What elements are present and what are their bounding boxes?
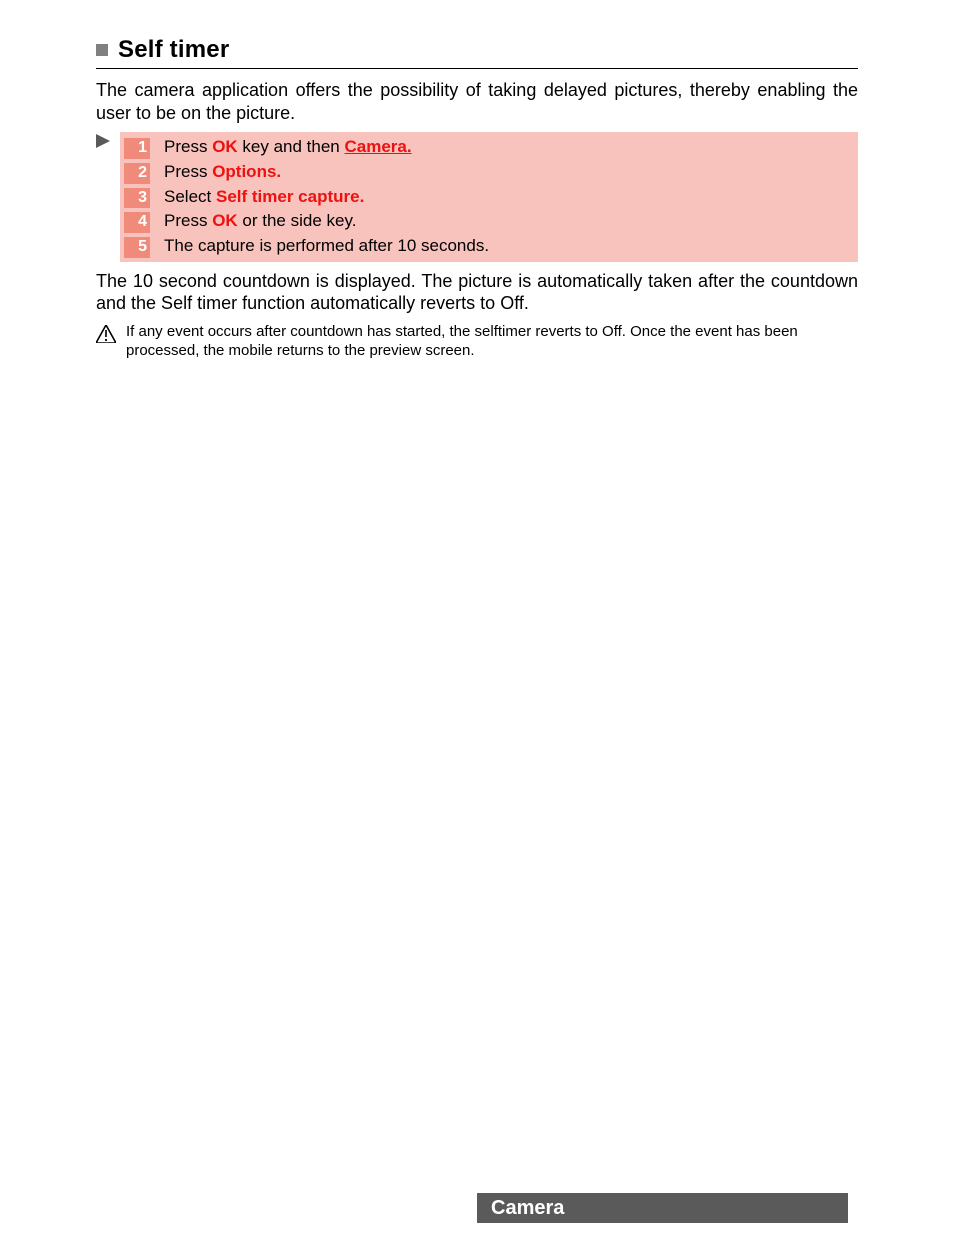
warning-note-text: If any event occurs after countdown has … bbox=[126, 323, 858, 361]
warning-icon bbox=[96, 325, 118, 348]
step-number: 3 bbox=[124, 188, 150, 209]
step-row: 3 Select Self timer capture. bbox=[124, 185, 852, 210]
step-row: 2 Press Options. bbox=[124, 160, 852, 185]
step-number: 2 bbox=[124, 163, 150, 184]
footer-section-label: Camera bbox=[477, 1193, 848, 1223]
step-number: 5 bbox=[124, 237, 150, 258]
section-heading: Self timer bbox=[118, 36, 229, 64]
step-row: 1 Press OK key and then Camera. bbox=[124, 135, 852, 160]
step-text: Select Self timer capture. bbox=[164, 186, 364, 208]
page: Self timer The camera application offers… bbox=[0, 0, 954, 1247]
steps-block: 1 Press OK key and then Camera. 2 Press Opt… bbox=[96, 132, 858, 262]
section-heading-row: Self timer bbox=[96, 36, 858, 69]
step-number: 1 bbox=[124, 138, 150, 159]
step-row: 5 The capture is performed after 10 secon… bbox=[124, 234, 852, 259]
step-text: The capture is performed after 10 second… bbox=[164, 235, 489, 257]
steps-arrow-icon bbox=[96, 132, 120, 262]
step-text: Press OK or the side key. bbox=[164, 210, 356, 232]
outro-paragraph: The 10 second countdown is displayed. Th… bbox=[96, 270, 858, 315]
steps-list: 1 Press OK key and then Camera. 2 Press Opt… bbox=[120, 132, 858, 262]
intro-paragraph: The camera application offers the possib… bbox=[96, 79, 858, 124]
step-row: 4 Press OK or the side key. bbox=[124, 209, 852, 234]
step-text: Press Options. bbox=[164, 161, 281, 183]
warning-note-row: If any event occurs after countdown has … bbox=[96, 323, 858, 361]
step-number: 4 bbox=[124, 212, 150, 233]
section-bullet-icon bbox=[96, 44, 108, 56]
step-text: Press OK key and then Camera. bbox=[164, 136, 412, 158]
